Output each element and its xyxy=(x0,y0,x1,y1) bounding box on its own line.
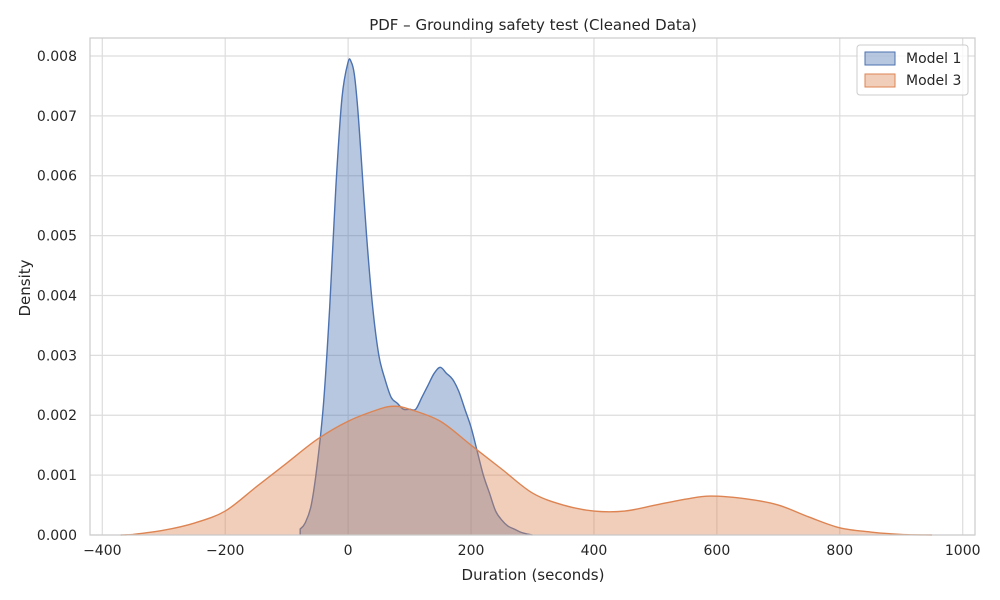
x-tick-label: 0 xyxy=(344,543,353,559)
x-tick-label: 600 xyxy=(704,543,731,559)
x-axis-label: Duration (seconds) xyxy=(462,566,605,584)
density-line-model-1 xyxy=(299,58,533,536)
y-tick-label: 0.001 xyxy=(37,468,77,484)
x-tick-label: 400 xyxy=(581,543,608,559)
density-line-model-3 xyxy=(120,405,932,536)
x-axis-ticks: −400 −200 0 200 400 600 800 1000 xyxy=(83,543,980,559)
plot-frame xyxy=(89,37,976,536)
y-tick-label: 0.007 xyxy=(37,109,77,125)
y-tick-label: 0.000 xyxy=(37,528,77,544)
y-tick-label: 0.006 xyxy=(37,169,77,185)
legend: Model 1 Model 3 xyxy=(856,44,969,96)
legend-swatch-model-3 xyxy=(864,73,896,88)
x-tick-label: 800 xyxy=(826,543,853,559)
legend-label-model-3: Model 3 xyxy=(906,73,961,89)
y-tick-label: 0.004 xyxy=(37,288,77,304)
density-fill-model-3 xyxy=(120,406,932,535)
y-tick-label: 0.005 xyxy=(37,229,77,245)
x-tick-label: 200 xyxy=(458,543,485,559)
y-axis-ticks: 0.000 0.001 0.002 0.003 0.004 0.005 0.006 0.007… xyxy=(37,49,77,544)
legend-label-model-1: Model 1 xyxy=(906,51,961,67)
y-tick-label: 0.008 xyxy=(37,49,77,65)
y-axis-label: Density xyxy=(16,259,34,316)
legend-swatch-model-1 xyxy=(864,51,896,66)
x-tick-label: 1000 xyxy=(945,543,981,559)
x-tick-label: −200 xyxy=(206,543,244,559)
grid-lines xyxy=(90,38,975,536)
y-tick-label: 0.003 xyxy=(37,348,77,364)
legend-box xyxy=(856,44,969,96)
y-tick-label: 0.002 xyxy=(37,408,77,424)
density-areas xyxy=(120,58,932,536)
density-fill-model-1 xyxy=(300,58,533,535)
x-tick-label: −400 xyxy=(83,543,121,559)
chart-title: PDF – Grounding safety test (Cleaned Dat… xyxy=(369,16,697,34)
